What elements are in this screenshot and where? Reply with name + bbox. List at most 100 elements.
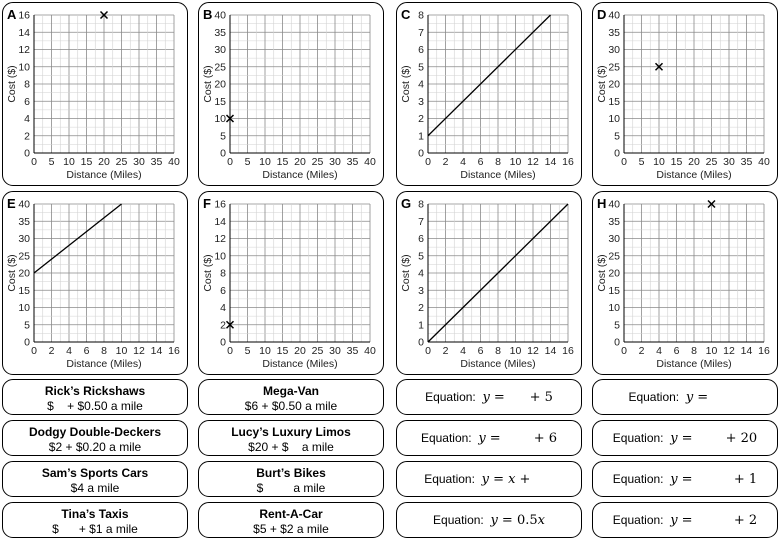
company-pricing: $2 + $0.20 a mile [48,440,142,454]
x-tick-label: 4 [656,345,662,357]
graph-letter: A [7,7,17,22]
x-tick-label: 10 [259,156,271,168]
x-axis-title: Distance (Miles) [656,169,731,181]
data-point-marker [654,62,664,71]
x-tick-label: 10 [706,345,718,357]
y-tick-label: 25 [214,61,226,73]
y-tick-label: 40 [608,199,620,211]
y-tick-label: 5 [614,319,620,331]
y-tick-label: 0 [614,148,620,160]
company-pricing: $ + $1 a mile [52,522,138,536]
y-tick-label: 30 [18,233,30,245]
equation-math: 𝑦 = + 6 [478,431,558,446]
graph-card-f: F 0 5 10 15 20 25 30 35 40 0 2 4 6 8 10 12 14 16 Distance (… [198,191,384,375]
y-tick-label: 0 [220,337,226,349]
x-tick-label: 35 [151,156,163,168]
x-tick-label: 2 [639,345,645,357]
y-tick-label: 5 [24,319,30,331]
company-pricing: $5 + $2 a mile [253,522,329,536]
y-tick-label: 10 [18,302,30,314]
x-tick-label: 8 [495,156,501,168]
x-tick-label: 0 [31,156,37,168]
company-card-rent-a-car: Rent-A-Car $5 + $2 a mile [198,502,384,538]
y-tick-label: 4 [24,113,30,125]
y-tick-label: 4 [418,268,424,280]
company-card-sams-sports-cars: Sam’s Sports Cars $4 a mile [2,461,188,497]
x-tick-label: 30 [723,156,735,168]
graph-letter: F [203,196,211,211]
x-tick-label: 2 [443,345,449,357]
y-axis-title: Cost ($) [400,254,412,291]
y-tick-label: 0 [418,337,424,349]
x-tick-label: 8 [691,345,697,357]
y-tick-label: 3 [418,96,424,108]
graph-letter: G [401,196,412,211]
x-tick-label: 20 [98,156,110,168]
y-axis-title: Cost ($) [596,254,608,291]
y-tick-label: 30 [214,44,226,56]
company-card-tinas-taxis: Tina’s Taxis $ + $1 a mile [2,502,188,538]
company-pricing: $4 a mile [70,481,120,495]
y-tick-label: 10 [18,61,30,73]
y-tick-label: 4 [220,302,226,314]
graph-plot: 0 5 10 15 20 25 30 35 400510152025303540Distance… [596,10,770,182]
company-name: Sam’s Sports Cars [41,466,149,480]
graph-card-h: H 0 2 4 6 8 10 12 14 16 0 5 10 15 20 25 30 35 40 Distance (… [592,191,778,375]
y-tick-label: 8 [418,10,424,22]
x-tick-label: 10 [510,156,522,168]
y-tick-label: 8 [418,199,424,211]
x-tick-label: 6 [478,345,484,357]
equation-math: 𝑦 = 𝑥 + [481,472,531,487]
graph-card-c: C 0 2 4 6 8 10 12 14 16 0 1 2 3 4 5 6 7 8 Distance (Miles) C… [396,2,582,186]
x-tick-label: 14 [741,345,753,357]
company-name: Rent-A-Car [259,507,323,521]
x-tick-label: 15 [81,156,93,168]
x-tick-label: 25 [312,156,324,168]
graph-letter: D [597,7,607,22]
y-tick-label: 10 [608,302,620,314]
y-tick-label: 15 [608,285,620,297]
x-tick-label: 0 [425,345,431,357]
x-tick-label: 0 [31,345,37,357]
equation-label: Equation: [420,431,472,445]
y-tick-label: 6 [220,285,226,297]
company-pricing: $ a mile [256,481,326,495]
equation-text: Equation: 𝑦 = + 2 [593,513,777,528]
x-tick-label: 16 [168,345,180,357]
equation-text: Equation: 𝑦 = [593,390,777,405]
x-tick-label: 40 [364,156,376,168]
y-tick-label: 5 [614,130,620,142]
y-tick-label: 15 [608,96,620,108]
company-name: Lucy’s Luxury Limos [231,425,351,439]
y-tick-label: 40 [18,199,30,211]
graph-card-g: G 0 2 4 6 8 10 12 14 16 0 1 2 3 4 5 6 7 8 Distance (Miles) C… [396,191,582,375]
equation-card-3: Equation: 𝑦 = + 6 [396,420,582,456]
y-tick-label: 12 [18,44,30,56]
y-tick-label: 2 [24,130,30,142]
data-line [33,203,122,274]
x-tick-label: 30 [133,156,145,168]
equation-math: 𝑦 = + 20 [670,431,758,446]
y-tick-label: 16 [18,10,30,22]
y-axis-title: Cost ($) [202,65,214,102]
x-tick-label: 15 [277,345,289,357]
y-tick-label: 3 [418,285,424,297]
equation-text: Equation: 𝑦 = 𝑥 + [397,472,581,487]
x-tick-label: 6 [674,345,680,357]
company-card-lucys-luxury-limos: Lucy’s Luxury Limos $20 + $ a mile [198,420,384,456]
y-tick-label: 16 [214,199,226,211]
y-tick-label: 5 [418,250,424,262]
y-tick-label: 12 [214,233,226,245]
data-point-marker [707,199,716,209]
x-tick-label: 15 [671,156,683,168]
y-tick-label: 2 [418,302,424,314]
company-pricing: $ + $0.50 a mile [47,399,143,413]
equation-math: 𝑦 = + 5 [482,390,553,405]
y-tick-label: 1 [418,130,424,142]
equation-label: Equation: [424,472,475,486]
x-tick-label: 20 [688,156,700,168]
